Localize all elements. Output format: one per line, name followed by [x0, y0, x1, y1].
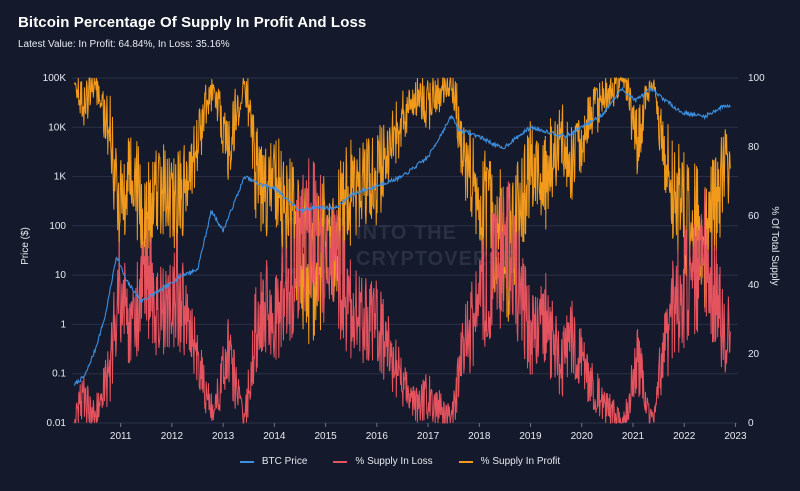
right-axis-ticks: 0 20 40 60 80 100 [748, 73, 765, 429]
chart-title: Bitcoin Percentage Of Supply In Profit A… [18, 14, 367, 31]
left-tick-label: 1 [60, 319, 66, 330]
right-tick-label: 100 [748, 73, 765, 84]
left-tick-label: 100K [43, 73, 67, 84]
left-tick-label: 10 [55, 270, 67, 281]
x-tick-label: 2012 [161, 431, 184, 442]
x-tick-label: 2014 [263, 431, 286, 442]
left-tick-label: 10K [48, 122, 66, 133]
right-axis-label: % Of Total Supply [769, 206, 780, 285]
watermark-line-2: CRYPTOVERSE [356, 248, 518, 270]
x-tick-label: 2018 [468, 431, 491, 442]
x-tick-label: 2011 [110, 431, 132, 442]
x-axis-ticks: 2011 2012 2013 2014 2015 2016 2017 2018 2019 2020… [110, 423, 747, 442]
x-tick-label: 2017 [417, 431, 440, 442]
legend-item-supply-in-profit[interactable]: % Supply In Profit [458, 456, 561, 467]
chart-legend: BTC Price % Supply In Loss % Supply In P… [0, 456, 800, 467]
right-tick-label: 60 [748, 211, 760, 222]
right-tick-label: 20 [748, 349, 760, 360]
chart-subtitle: Latest Value: In Profit: 64.84%, In Loss… [18, 39, 230, 50]
supply-in-loss-line [74, 158, 731, 425]
legend-swatch-btc-price [239, 460, 254, 463]
left-axis-label: Price ($) [20, 227, 31, 265]
btc-price-line [74, 86, 731, 386]
left-axis-ticks: 0.01 0.1 1 10 100 1K 10K 100K [43, 73, 67, 429]
series-btc-price [74, 86, 731, 386]
left-tick-label: 0.1 [52, 369, 66, 380]
right-tick-label: 40 [748, 280, 760, 291]
x-tick-label: 2019 [519, 431, 542, 442]
legend-label-btc-price: BTC Price [261, 456, 308, 467]
legend-item-btc-price[interactable]: BTC Price [239, 456, 308, 467]
legend-label-supply-in-loss: % Supply In Loss [355, 456, 433, 467]
series-supply-in-loss [74, 158, 731, 425]
left-tick-label: 100 [49, 221, 66, 232]
legend-swatch-supply-in-loss [333, 460, 348, 463]
right-tick-label: 80 [748, 142, 760, 153]
legend-item-supply-in-loss[interactable]: % Supply In Loss [333, 456, 433, 467]
supply-in-profit-line [74, 76, 731, 345]
x-tick-label: 2020 [571, 431, 594, 442]
x-tick-label: 2023 [724, 431, 747, 442]
watermark-line-1: INTO THE [356, 222, 457, 244]
x-tick-label: 2013 [212, 431, 235, 442]
x-tick-label: 2015 [314, 431, 337, 442]
legend-label-supply-in-profit: % Supply In Profit [480, 456, 561, 467]
right-tick-label: 0 [748, 418, 754, 429]
left-tick-label: 0.01 [47, 418, 67, 429]
x-tick-label: 2016 [366, 431, 389, 442]
legend-swatch-supply-in-profit [458, 460, 473, 463]
x-tick-label: 2021 [622, 431, 645, 442]
x-tick-label: 2022 [673, 431, 696, 442]
series-supply-in-profit [74, 76, 731, 345]
left-tick-label: 1K [54, 172, 67, 183]
